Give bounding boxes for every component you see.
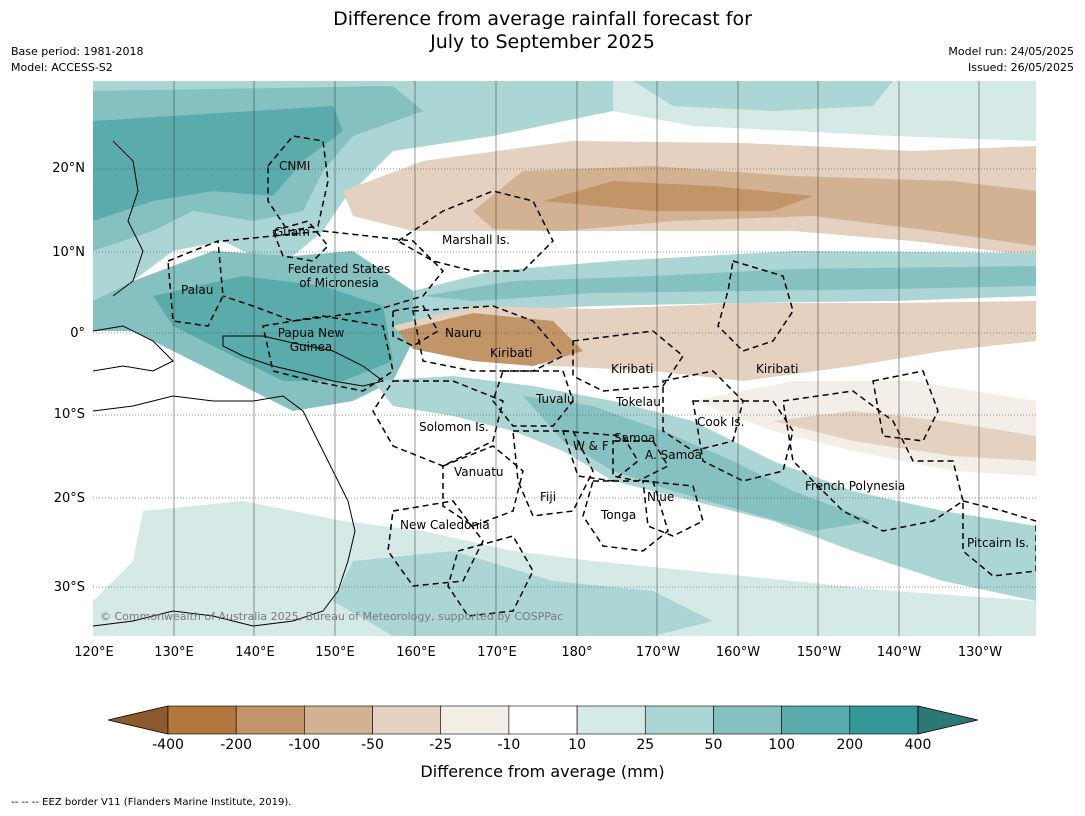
graticule-meridians xyxy=(173,81,980,636)
lon-tick-140w: 140°W xyxy=(876,645,922,660)
colorbar-tick-label: 50 xyxy=(704,737,723,753)
wet-region-south-core xyxy=(333,551,713,636)
wet-band-spcz-core xyxy=(523,396,873,531)
lon-tick-160e: 160°E xyxy=(396,645,436,660)
lat-tick-10s: 10°S xyxy=(53,407,85,422)
colorbar-tick-label: -200 xyxy=(220,737,253,753)
dry-tongue-equator xyxy=(393,301,1036,381)
lat-tick-20s: 20°S xyxy=(53,491,85,506)
wet-band-north-core xyxy=(633,81,893,111)
australia-coastline xyxy=(93,395,356,627)
lon-tick-170e: 170°E xyxy=(477,645,517,660)
lon-tick-150e: 150°E xyxy=(315,645,355,660)
eez-footnote: -- -- -- EEZ border V11 (Flanders Marine… xyxy=(11,797,292,808)
colorbar-tick-label: -25 xyxy=(429,737,453,753)
title-line-1: Difference from average rainfall forecas… xyxy=(333,8,752,30)
colorbar-extend-high xyxy=(917,705,978,735)
model-name: Model: ACCESS-S2 xyxy=(11,61,113,74)
colorbar-tick-label: -100 xyxy=(288,737,321,753)
colorbar-tick-label: 25 xyxy=(636,737,655,753)
colorbar-tick-label: 100 xyxy=(768,737,795,753)
wet-region-png-core xyxy=(153,276,393,381)
colorbar-tick-label: -50 xyxy=(361,737,384,753)
colorbar-tick-label: -10 xyxy=(497,737,521,753)
graticule-parallels xyxy=(93,168,1036,588)
lon-tick-130e: 130°E xyxy=(154,645,194,660)
lon-tick-170w: 170°W xyxy=(635,645,681,660)
dry-tongue-equator-core xyxy=(398,313,583,366)
dry-patch-south-central-core xyxy=(773,411,1036,461)
colorbar-bin xyxy=(576,705,646,735)
lat-tick-10n: 10°N xyxy=(52,245,85,260)
eez-borders xyxy=(167,135,1036,617)
colorbar-bins xyxy=(167,705,919,735)
colorbar-bin xyxy=(440,705,510,735)
colorbar-bin xyxy=(167,705,237,735)
colorbar-extend-low xyxy=(108,705,169,735)
issued-date: Issued: 26/05/2025 xyxy=(967,61,1074,74)
rainfall-map xyxy=(93,81,1036,636)
new-guinea-coastline xyxy=(222,335,385,387)
colorbar-bin xyxy=(508,705,578,735)
colorbar xyxy=(108,705,978,735)
lon-tick-120e: 120°E xyxy=(74,645,114,660)
philippines-coastline xyxy=(112,140,144,297)
lon-tick-180: 180° xyxy=(561,645,593,660)
lat-tick-30s: 30°S xyxy=(53,580,85,595)
dry-band-north-peak xyxy=(543,181,813,211)
colorbar-tick-label: -400 xyxy=(152,737,184,753)
header-right: Model run: 24/05/2025 Issued: 26/05/2025 xyxy=(948,44,1074,76)
colorbar-bin xyxy=(304,705,373,735)
model-run: Model run: 24/05/2025 xyxy=(948,45,1074,58)
colorbar-label: Difference from average (mm) xyxy=(420,762,665,781)
colorbar-bin xyxy=(644,705,714,735)
colorbar-bin xyxy=(713,705,782,735)
lon-tick-140e: 140°E xyxy=(235,645,275,660)
map-title: Difference from average rainfall forecas… xyxy=(0,8,1085,54)
colorbar-bin xyxy=(372,705,442,735)
lat-tick-20n: 20°N xyxy=(52,161,85,176)
title-line-2: July to September 2025 xyxy=(430,31,655,53)
lon-tick-160w: 160°W xyxy=(715,645,761,660)
lon-tick-150w: 150°W xyxy=(796,645,842,660)
colorbar-tick-label: 200 xyxy=(836,737,864,753)
lon-tick-130w: 130°W xyxy=(957,645,1003,660)
map-canvas xyxy=(93,81,1036,636)
colorbar-tick-label: 10 xyxy=(568,737,586,753)
header-left: Base period: 1981-2018 Model: ACCESS-S2 xyxy=(11,44,143,76)
lat-tick-0: 0° xyxy=(70,326,85,341)
indonesia-coastline xyxy=(93,325,174,372)
colorbar-tick-label: 400 xyxy=(904,737,932,753)
copyright-notice: © Commonwealth of Australia 2025, Bureau… xyxy=(100,610,564,623)
wet-region-northwest-peak xyxy=(93,106,343,221)
wet-region-south xyxy=(93,501,1036,636)
colorbar-bin xyxy=(781,705,851,735)
base-period: Base period: 1981-2018 xyxy=(11,45,144,58)
colorbar-bin xyxy=(235,705,305,735)
colorbar-bin xyxy=(849,705,919,735)
